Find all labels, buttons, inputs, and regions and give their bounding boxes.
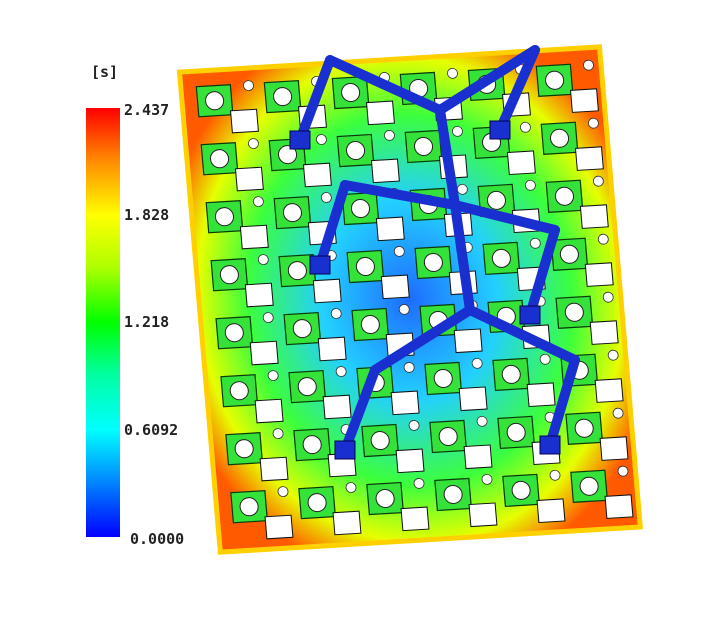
mesh-cell (283, 308, 347, 362)
mesh-cell (535, 59, 599, 113)
mesh-cell (288, 366, 352, 420)
gate-marker (309, 255, 331, 275)
mesh-cell (545, 175, 609, 229)
mesh-cell (298, 482, 362, 536)
runner-segment (525, 225, 560, 320)
mesh-cell (492, 353, 556, 408)
color-scale-bar (86, 108, 120, 537)
mesh-cell (570, 465, 634, 519)
runner-system (289, 45, 580, 460)
gate-marker (289, 130, 311, 150)
mesh-cell (341, 188, 405, 242)
legend-tick-2: 1.828 (124, 206, 170, 224)
runner-segment (435, 105, 460, 210)
mesh-cell (210, 254, 274, 308)
runner-segment (450, 200, 560, 235)
mesh-cell (220, 370, 284, 424)
runner-segment (545, 355, 580, 450)
mesh-cell (550, 233, 614, 287)
legend-unit-label: [s] (91, 63, 119, 81)
legend-tick-max: 2.437 (124, 101, 170, 119)
mesh-cell (540, 117, 604, 171)
mesh-cell (215, 312, 279, 366)
legend-tick-min: 0.0000 (130, 530, 185, 548)
mesh-cell (336, 130, 400, 184)
runner-segment (340, 180, 460, 210)
mesh-cell (424, 357, 488, 412)
mesh-cell (293, 424, 357, 478)
runner-segment (315, 180, 350, 270)
legend-tick-3: 1.218 (124, 313, 170, 331)
runner-segment (435, 45, 540, 115)
runner-segment (325, 55, 445, 115)
runner-segment (370, 305, 475, 375)
mesh-cell (555, 291, 619, 345)
gate-marker (334, 440, 356, 460)
mesh-cell (502, 469, 566, 524)
gate-marker (519, 305, 541, 325)
runner-segment (295, 55, 335, 145)
gate-marker (539, 435, 561, 455)
mesh-cell (195, 80, 259, 134)
mesh-cell (429, 415, 493, 470)
mesh-cell (230, 486, 294, 540)
mesh-cell (366, 478, 430, 532)
mesh-cell (414, 241, 478, 296)
gate-marker (489, 120, 511, 140)
legend-tick-4: 0.6092 (124, 421, 179, 439)
mesh-cell (205, 196, 269, 250)
mesh-cell (225, 428, 289, 482)
mesh-cell (200, 138, 264, 192)
runner-segment (465, 305, 580, 365)
mesh-cell (565, 407, 629, 461)
mesh-cell (472, 121, 536, 176)
runner-segment (495, 45, 540, 135)
mesh-cell (346, 246, 410, 300)
mesh-cell (434, 473, 498, 528)
runner-segment (340, 365, 380, 455)
mesh-cell (361, 420, 425, 474)
runner-segment (450, 200, 475, 315)
